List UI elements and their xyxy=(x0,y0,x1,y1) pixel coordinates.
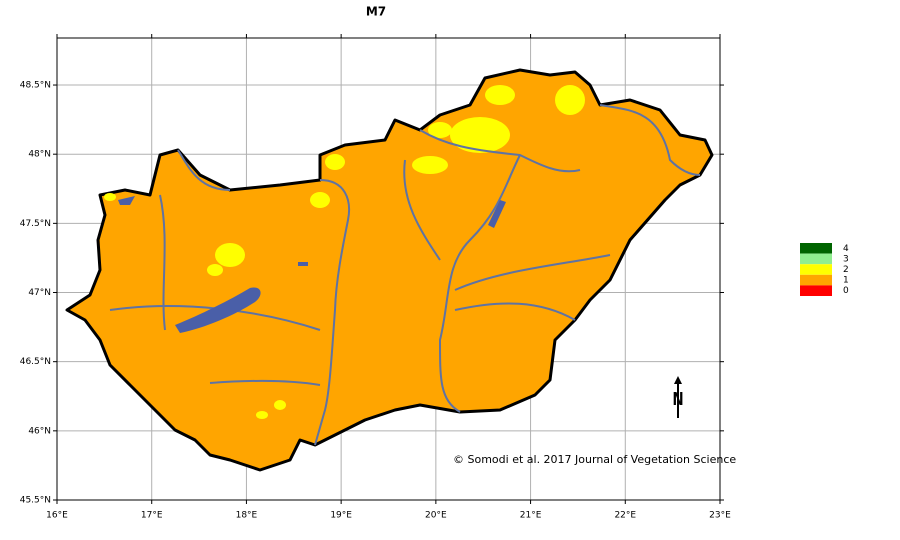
x-tick-label: 17°E xyxy=(141,511,163,521)
north-arrow-head xyxy=(674,376,682,384)
lake-balaton xyxy=(175,287,261,333)
y-tick-label: 48°N xyxy=(28,150,51,160)
x-tick-label: 18°E xyxy=(236,511,258,521)
y-tick-label: 46°N xyxy=(28,426,51,436)
legend-label: 1 xyxy=(843,276,849,286)
legend-swatch xyxy=(800,274,832,286)
x-tick-label: 16°E xyxy=(46,511,68,521)
x-tick-label: 23°E xyxy=(709,511,731,521)
lake-velence xyxy=(298,262,308,266)
legend-label: 2 xyxy=(843,265,849,275)
legend-swatch xyxy=(800,243,832,254)
legend-swatch xyxy=(800,285,832,296)
legend-label: 3 xyxy=(843,254,849,264)
lake-ferto xyxy=(118,196,135,205)
x-tick-label: 19°E xyxy=(330,511,352,521)
legend-label: 0 xyxy=(843,286,849,296)
y-tick-label: 48.5°N xyxy=(20,81,51,91)
y-tick-label: 46.5°N xyxy=(20,357,51,367)
legend-swatch xyxy=(800,253,832,265)
y-tick-label: 47°N xyxy=(28,288,51,298)
x-tick-label: 21°E xyxy=(520,511,542,521)
y-tick-label: 45.5°N xyxy=(20,496,51,506)
lake-tisza xyxy=(488,200,506,228)
legend-swatch xyxy=(800,264,832,275)
map-title: M7 xyxy=(366,5,386,19)
y-tick-label: 47.5°N xyxy=(20,219,51,229)
north-label: N xyxy=(673,389,684,410)
rivers xyxy=(109,104,701,446)
x-tick-label: 22°E xyxy=(614,511,636,521)
x-tick-label: 20°E xyxy=(425,511,447,521)
legend-label: 4 xyxy=(843,244,849,254)
plot-frame xyxy=(56,37,721,501)
suitability-patches xyxy=(104,85,585,419)
north-arrow: N xyxy=(673,376,684,418)
ticks: 16°E 17°E 18°E 19°E 20°E 21°E 22°E 23°E 45.5°N 46… xyxy=(20,34,731,521)
credit: © Somodi et al. 2017 Journal of Vegetati… xyxy=(453,453,736,466)
country xyxy=(65,68,714,472)
hungary-area xyxy=(65,68,714,472)
